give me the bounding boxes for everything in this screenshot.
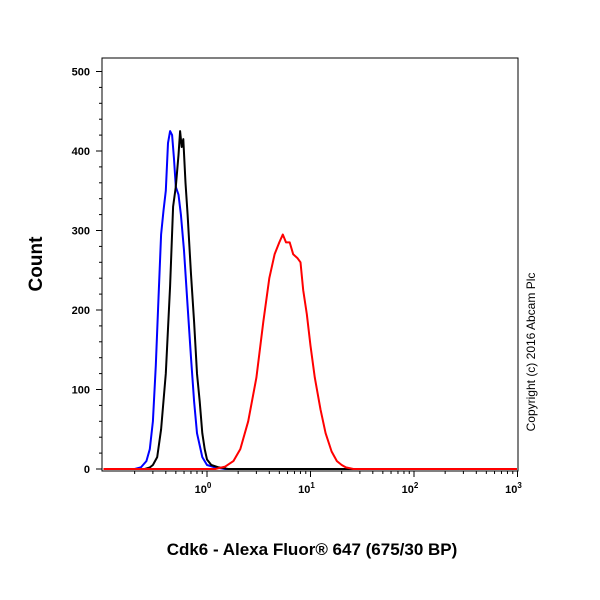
- x-tick-exponent: 1: [310, 481, 315, 490]
- x-tick-base: 10: [195, 484, 207, 496]
- x-tick-base: 10: [505, 484, 517, 496]
- y-axis: 0 100 200 300 400 500: [72, 67, 102, 476]
- copyright-annotation: Copyright (c) 2016 Abcam Plc: [524, 273, 538, 432]
- x-tick-label: 102: [402, 481, 419, 496]
- x-axis-label: Cdk6 - Alexa Fluor® 647 (675/30 BP): [167, 540, 458, 559]
- y-tick-label: 500: [72, 67, 90, 79]
- x-tick-label: 103: [505, 481, 522, 496]
- y-axis-label: Count: [26, 236, 47, 292]
- y-tick-label: 100: [72, 385, 90, 397]
- x-tick-base: 10: [298, 484, 310, 496]
- y-tick-label: 200: [72, 305, 90, 317]
- y-tick-label: 400: [72, 146, 90, 158]
- x-tick-label: 101: [298, 481, 315, 496]
- x-tick-exponent: 3: [517, 481, 522, 490]
- series-layer: [103, 130, 517, 470]
- x-tick-exponent: 0: [207, 481, 212, 490]
- x-tick-base: 10: [402, 484, 414, 496]
- series-line-0: [103, 130, 517, 470]
- y-tick-label: 300: [72, 226, 90, 238]
- y-tick-label: 0: [84, 464, 90, 476]
- x-tick-exponent: 2: [414, 481, 419, 490]
- x-axis: 100 101 102 103: [134, 471, 522, 496]
- x-tick-label: 100: [195, 481, 212, 496]
- plot-frame: [101, 57, 519, 472]
- series-line-1: [103, 130, 517, 470]
- series-line-2: [103, 233, 517, 470]
